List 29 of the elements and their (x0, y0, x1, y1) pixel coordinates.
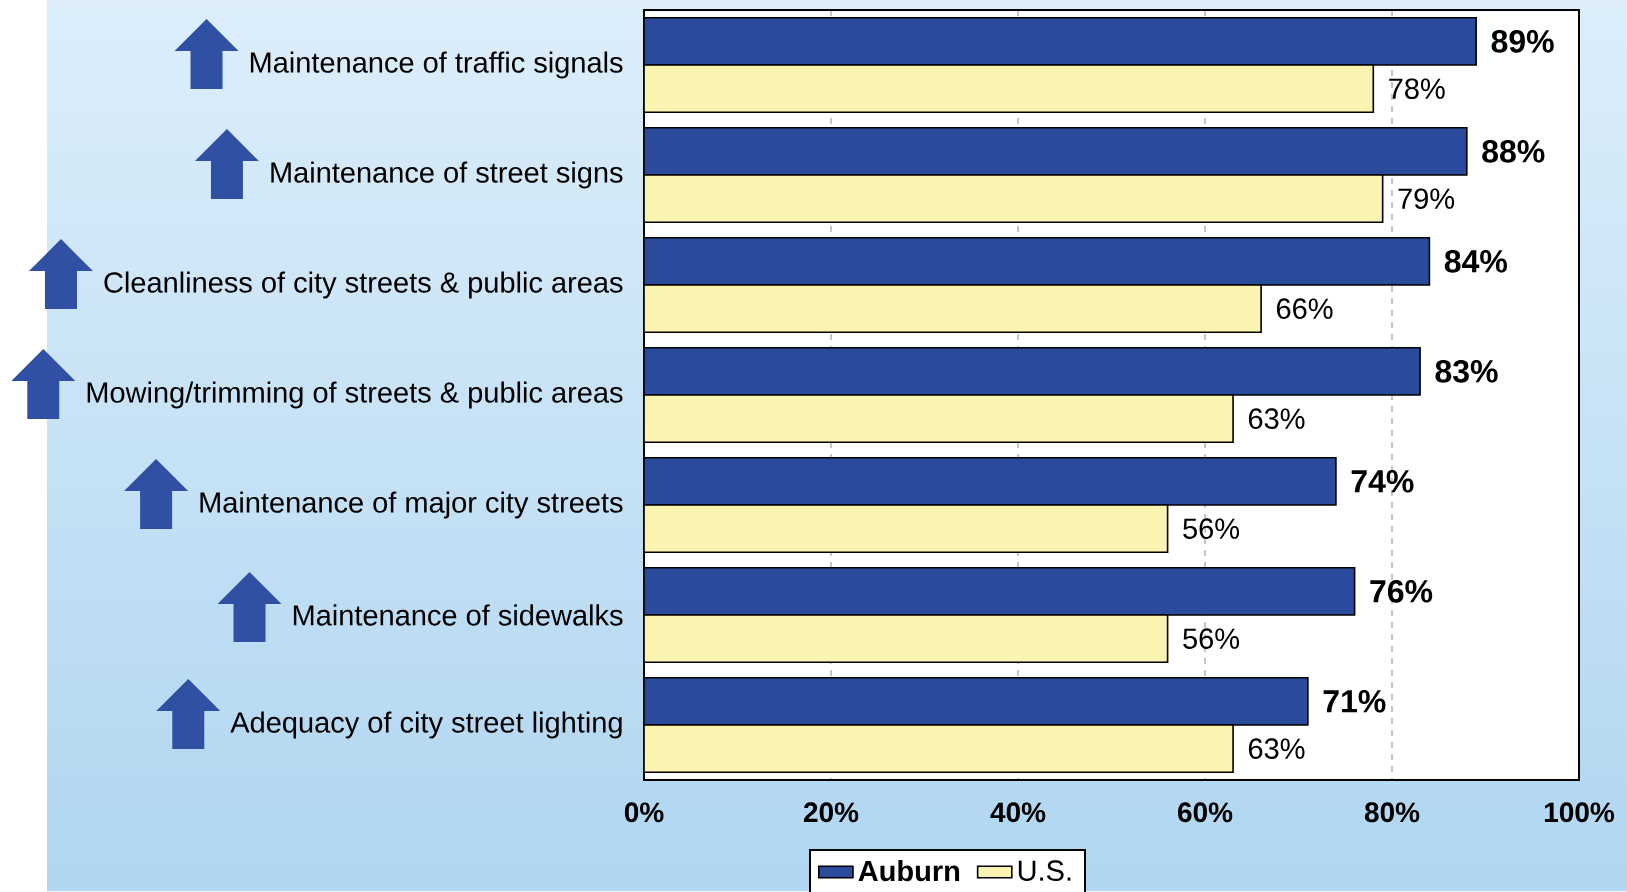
x-tick-label: 0% (624, 802, 664, 823)
x-tick-label: 20% (803, 802, 859, 823)
y-tick-label: Cleanliness of city streets & public areas (104, 271, 623, 299)
data-label: 76% (1370, 580, 1433, 603)
y-tick-label: Maintenance of sidewalks (293, 604, 623, 626)
legend-label: Auburn (858, 859, 960, 882)
data-label: 88% (1482, 140, 1545, 163)
data-label: 78% (1389, 78, 1445, 99)
data-label: 83% (1435, 360, 1498, 383)
data-label: 74% (1351, 470, 1414, 493)
y-tick-label: Adequacy of city street lighting (230, 711, 622, 739)
data-label: 63% (1248, 408, 1305, 429)
legend-label: U.S. (1018, 860, 1071, 881)
x-tick-label: 40% (990, 802, 1046, 823)
data-label: 66% (1276, 298, 1333, 319)
data-label: 71% (1323, 690, 1386, 713)
data-label: 79% (1398, 188, 1455, 209)
x-tick-label: 60% (1178, 802, 1233, 823)
y-tick-label: Maintenance of traffic signals (250, 51, 623, 79)
data-label: 89% (1491, 30, 1554, 53)
x-tick-label: 80% (1364, 802, 1420, 823)
data-label: 84% (1444, 250, 1507, 273)
y-tick-label: Maintenance of street signs (271, 161, 623, 189)
y-tick-label: Maintenance of major city streets (200, 491, 623, 519)
data-label: 56% (1183, 518, 1240, 539)
y-tick-label: Mowing/trimming of streets & public areas (87, 381, 623, 409)
data-label: 56% (1183, 628, 1240, 649)
x-tick-label: 100% (1544, 802, 1615, 823)
data-label: 63% (1248, 738, 1305, 759)
